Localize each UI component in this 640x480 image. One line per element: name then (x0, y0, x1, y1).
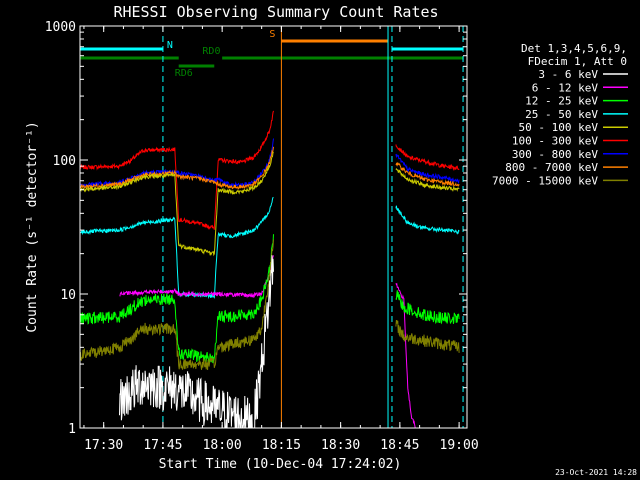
series-line-300-800-kev (395, 153, 460, 185)
plot-timestamp: 23-Oct-2021 14:28 (555, 468, 637, 477)
series-line-100-300-kev (79, 110, 274, 231)
legend-entry-label: 12 - 25 keV (525, 95, 598, 108)
x-tick-label: 18:00 (203, 438, 242, 453)
legend-entry-label: 6 - 12 keV (532, 81, 599, 94)
series-line-12-25-kev (395, 290, 460, 325)
series-line-100-300-kev (395, 144, 460, 171)
series-line-3-6-kev (119, 255, 274, 429)
series-line-50-100-kev (395, 168, 460, 192)
flag-label-n: N (167, 40, 173, 51)
series-line-6-12-kev (395, 282, 416, 429)
legend-entry-label: 800 - 7000 keV (505, 161, 598, 174)
legend-entry-label: 25 - 50 keV (525, 108, 598, 121)
flag-bars: N S RD0 RD6 (80, 29, 464, 79)
y-tick-label: 10 (60, 288, 76, 303)
legend-entry-label: 7000 - 15000 keV (492, 174, 598, 187)
y-axis-label: Count Rate (s⁻¹ detector⁻¹) (25, 121, 40, 332)
series-line-6-12-kev (119, 255, 274, 299)
series-line-7000-15000-kev (79, 239, 274, 371)
series-line-50-100-kev (79, 151, 274, 257)
plot-frame (79, 25, 468, 429)
x-axis-label: Start Time (10-Dec-04 17:24:02) (159, 457, 402, 472)
legend-entry-label: 100 - 300 keV (512, 135, 598, 148)
series-line-12-25-kev (79, 234, 274, 364)
series-lines (79, 110, 460, 429)
x-tick-label: 18:30 (321, 438, 360, 453)
y-axis-ticks: 1 10 100 1000 (45, 20, 467, 437)
x-tick-label: 18:45 (380, 438, 419, 453)
y-tick-label: 1000 (45, 20, 76, 35)
flag-label-rd0: RD0 (202, 46, 220, 57)
series-line-25-50-kev (395, 205, 460, 235)
chart-title: RHESSI Observing Summary Count Rates (113, 3, 438, 21)
x-tick-label: 17:30 (84, 438, 123, 453)
y-tick-label: 1 (68, 422, 76, 437)
x-tick-label: 19:00 (440, 438, 479, 453)
legend-header-line-1: Det 1,3,4,5,6,9, (521, 42, 627, 55)
x-tick-label: 18:15 (262, 438, 301, 453)
time-markers (79, 26, 464, 428)
series-line-800-7000-kev (79, 146, 274, 190)
x-axis-ticks: 17:30 17:45 18:00 18:15 18:30 18:45 19:00 (83, 26, 479, 453)
series-line-25-50-kev (79, 196, 274, 300)
y-tick-label: 100 (53, 154, 76, 169)
legend-entry-label: 50 - 100 keV (519, 121, 599, 134)
legend-header-line-2: FDecim 1, Att 0 (528, 55, 627, 68)
flag-label-rd6: RD6 (175, 68, 193, 79)
series-line-7000-15000-kev (395, 320, 460, 353)
x-tick-label: 17:45 (143, 438, 182, 453)
legend-entry-label: 3 - 6 keV (538, 68, 598, 81)
flag-label-s: S (269, 29, 275, 40)
series-line-800-7000-kev (395, 162, 460, 187)
legend-entry-label: 300 - 800 keV (512, 148, 598, 161)
